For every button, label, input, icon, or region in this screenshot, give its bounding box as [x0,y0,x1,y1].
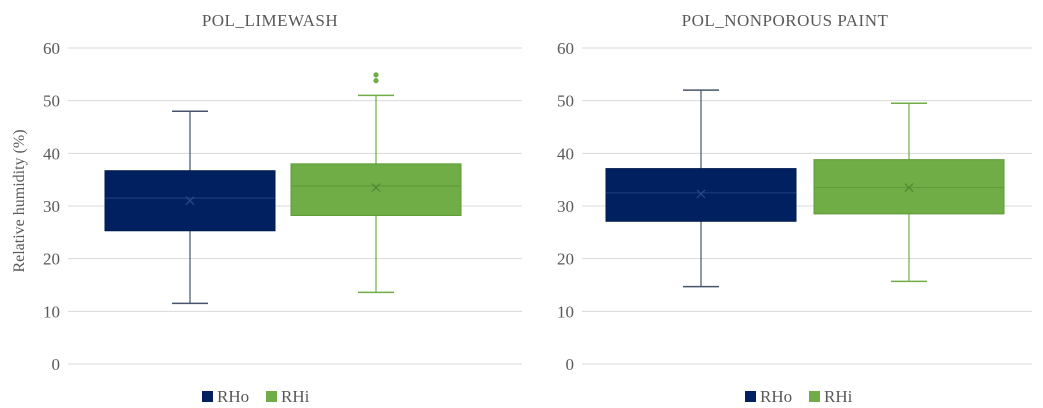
chart-title: POL_NONPOROUS PAINT [682,11,889,30]
legend-swatch-RHo [745,391,756,402]
legend-swatch-RHo [202,391,213,402]
y-tick-label: 50 [43,92,60,111]
legend-label-RHo: RHo [760,387,792,406]
legend-label-RHi: RHi [281,387,310,406]
outlier-point [373,78,379,84]
mean-marker [904,183,914,192]
y-tick-label: 20 [43,250,60,269]
y-tick-label: 40 [557,144,574,163]
y-tick-label: 20 [557,250,574,269]
legend-swatch-RHi [809,391,820,402]
outlier-point [373,72,379,78]
y-tick-label: 10 [43,302,60,321]
box-RHo [605,89,797,288]
y-tick-label: 0 [52,355,61,374]
y-tick-label: 60 [557,39,574,58]
box-RHo [104,110,276,305]
legend-label-RHo: RHo [217,387,249,406]
chart-panel-2: POL_NONPOROUS PAINT 0 10 20 30 40 50 60 RHo RHi [557,11,1032,406]
y-axis-label: Relative humidity (%) [11,129,28,272]
legend-swatch-RHi [266,391,277,402]
box-body [290,163,462,216]
box-body [605,168,797,222]
legend: RHo RHi [745,387,853,406]
y-tick-label: 30 [43,197,60,216]
chart-title: POL_LIMEWASH [202,11,338,30]
mean-marker [371,183,381,192]
mean-marker [185,196,195,206]
box-RHi [290,72,462,294]
y-tick-label: 10 [557,302,574,321]
y-tick-label: 50 [557,92,574,111]
legend: RHo RHi [202,387,310,406]
y-tick-label: 60 [43,39,60,58]
mean-marker [696,189,706,199]
y-tick-label: 40 [43,144,60,163]
legend-label-RHi: RHi [824,387,853,406]
y-tick-label: 30 [557,197,574,216]
chart-panel-1: POL_LIMEWASH 0 10 20 30 40 50 60 Relative humidi… [11,11,522,406]
box-RHi [813,102,1005,283]
y-tick-label: 0 [566,355,575,374]
